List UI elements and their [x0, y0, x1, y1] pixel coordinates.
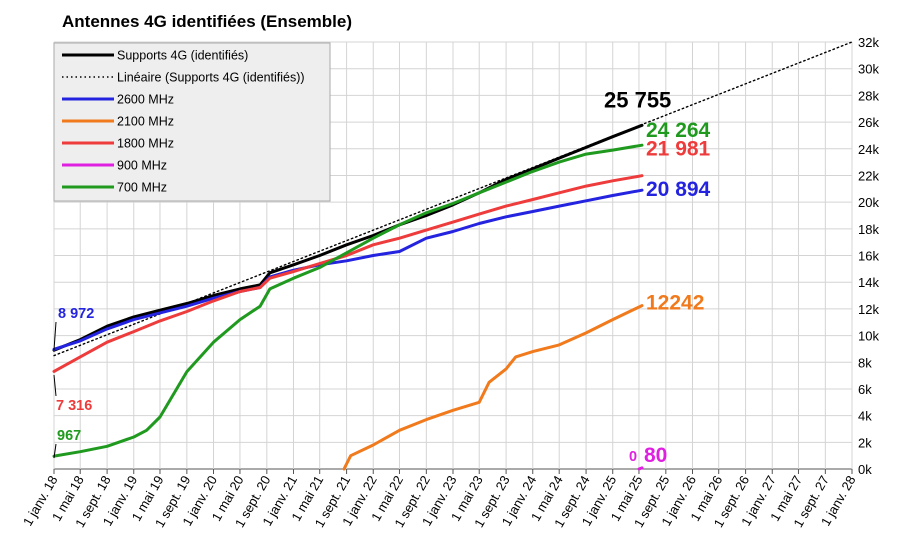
- legend-entry: 900 MHz: [117, 159, 167, 173]
- series-line: [52, 174, 644, 373]
- series-lines: [52, 41, 853, 471]
- series-line: [52, 143, 644, 458]
- series-end-label: 12242: [646, 292, 704, 315]
- y-tick-label: 22k: [858, 168, 879, 183]
- series-start-label: 8 972: [58, 306, 94, 322]
- y-tick-label: 10k: [858, 329, 879, 344]
- y-tick-label: 0k: [858, 462, 872, 477]
- chart-title: Antennes 4G identifiées (Ensemble): [62, 12, 352, 31]
- x-axis-ticks: 1 janv. 181 mai 181 sept. 181 janv. 191 …: [20, 473, 859, 530]
- y-tick-label: 26k: [858, 115, 879, 130]
- legend-entry: 1800 MHz: [117, 137, 174, 151]
- y-tick-label: 28k: [858, 88, 879, 103]
- leader-line: [53, 321, 57, 351]
- series-end-label: 20 894: [646, 178, 711, 201]
- legend-entry: Supports 4G (identifiés): [117, 49, 248, 63]
- y-tick-label: 32k: [858, 35, 879, 50]
- y-tick-label: 20k: [858, 195, 879, 210]
- y-tick-label: 14k: [858, 275, 879, 290]
- y-tick-label: 16k: [858, 249, 879, 264]
- y-tick-label: 2k: [858, 435, 872, 450]
- leader-line: [53, 374, 57, 397]
- data-labels: 25 755 20 894 8 972 12242 21 981 7 316 80 0 24 2…: [53, 87, 711, 467]
- y-tick-label: 30k: [858, 62, 879, 77]
- series-line: [53, 41, 853, 357]
- series-line: [52, 188, 644, 351]
- series-end-label: 25 755: [604, 87, 671, 112]
- y-axis-ticks: 0k 2k 4k 6k 8k 10k 12k 14k 16k 18k 20k 22k 24k 26k 28k…: [858, 35, 879, 477]
- series-line: [637, 466, 644, 471]
- series-end-label: 24 264: [646, 119, 711, 142]
- legend-entry: 2100 MHz: [117, 115, 174, 129]
- legend-entry: Linéaire (Supports 4G (identifiés)): [117, 71, 305, 85]
- legend-entry: 700 MHz: [117, 181, 167, 195]
- legend: Supports 4G (identifiés) Linéaire (Suppor…: [53, 42, 331, 202]
- series-end-label: 21 981: [646, 138, 711, 161]
- y-tick-label: 8k: [858, 355, 872, 370]
- series-start-label: 967: [57, 428, 81, 444]
- y-tick-label: 12k: [858, 302, 879, 317]
- y-tick-label: 18k: [858, 222, 879, 237]
- legend-entry: 2600 MHz: [117, 93, 174, 107]
- leader-line: [53, 443, 57, 459]
- series-start-label: 0: [629, 449, 637, 465]
- y-tick-label: 6k: [858, 382, 872, 397]
- y-tick-label: 4k: [858, 409, 872, 424]
- series-start-label: 7 316: [56, 398, 92, 414]
- series-end-label: 80: [644, 444, 667, 467]
- series-line: [342, 304, 644, 471]
- series-line: [52, 123, 644, 352]
- y-tick-label: 24k: [858, 142, 879, 157]
